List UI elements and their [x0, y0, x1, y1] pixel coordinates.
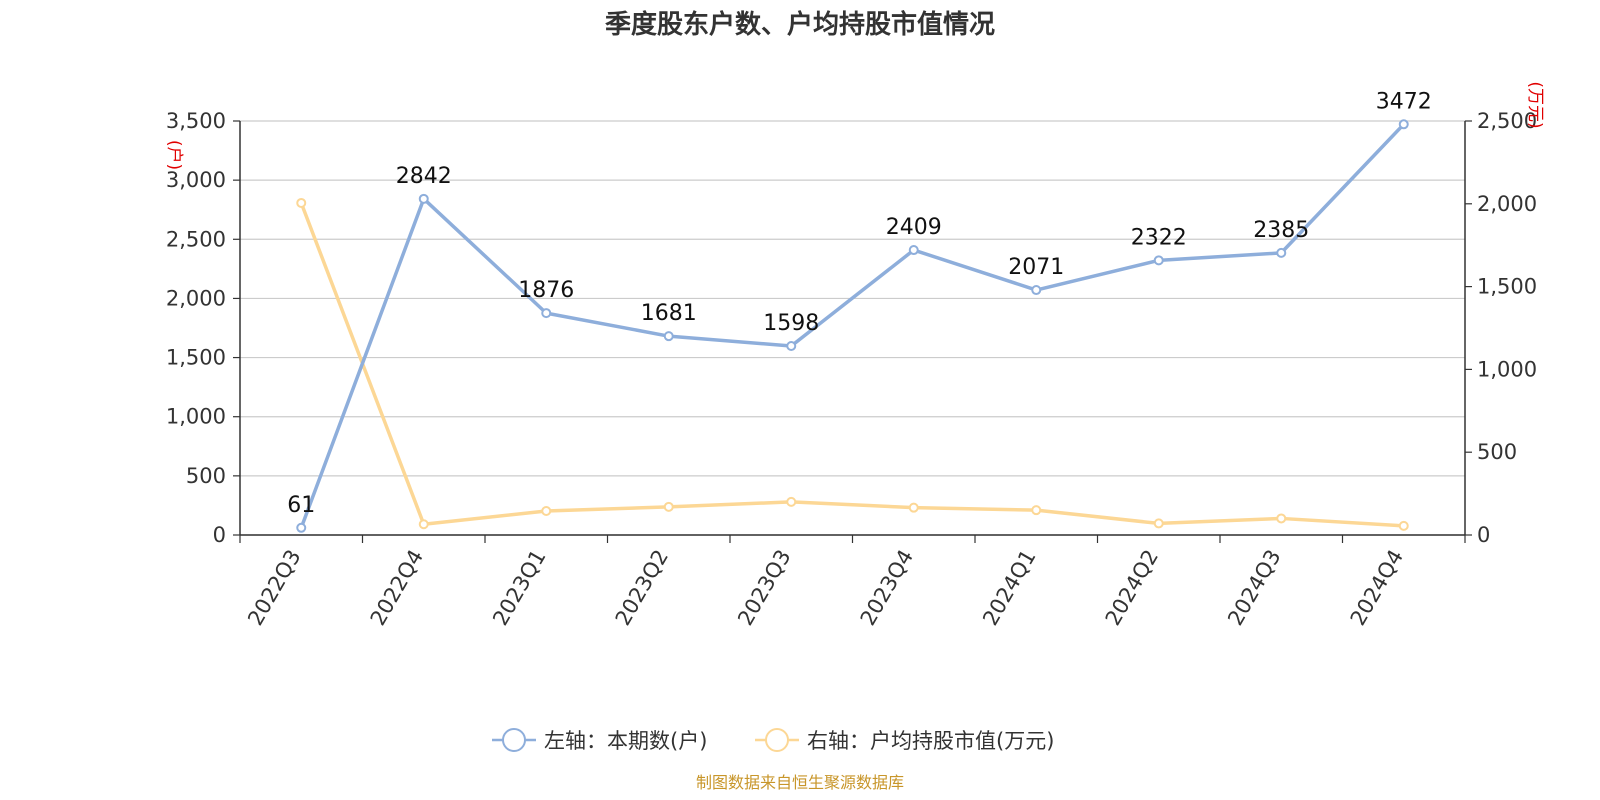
left-tick-label: 2,000 — [166, 286, 226, 310]
data-point — [663, 331, 674, 342]
left-tick-label: 500 — [186, 464, 226, 488]
left-tick-label: 3,500 — [166, 109, 226, 133]
chart-title: 季度股东户数、户均持股市值情况 — [605, 9, 995, 40]
right-tick-label: 0 — [1477, 523, 1490, 547]
data-point — [1031, 285, 1042, 296]
legend-label: 右轴：户均持股市值(万元) — [807, 729, 1054, 753]
data-point — [1398, 520, 1409, 531]
data-point — [296, 522, 307, 533]
data-point — [1031, 505, 1042, 516]
x-tick-label: 2024Q1 — [978, 546, 1040, 630]
legend-marker — [502, 728, 526, 752]
data-point — [1153, 518, 1164, 529]
data-point — [541, 308, 552, 319]
data-label: 1598 — [763, 311, 819, 336]
data-label: 2842 — [396, 164, 452, 189]
x-tick-label: 2023Q4 — [856, 546, 918, 630]
x-tick-label: 2023Q3 — [733, 546, 795, 630]
x-tick-label: 2023Q1 — [488, 546, 550, 630]
data-label: 2071 — [1008, 255, 1064, 280]
legend[interactable]: 左轴：本期数(户) 右轴：户均持股市值(万元) — [492, 728, 1054, 753]
data-point — [1276, 247, 1287, 258]
left-tick-label: 1,500 — [166, 346, 226, 370]
right-axis-unit: (万元) — [1525, 81, 1545, 128]
legend-label: 左轴：本期数(户) — [544, 729, 707, 753]
left-axis-unit: (户) — [164, 140, 184, 170]
right-tick-label: 500 — [1477, 440, 1517, 464]
axes: 0 500 1,000 1,500 2,000 2,500 3,000 3,500 0 500 1,… — [166, 109, 1537, 630]
data-label: 2322 — [1131, 225, 1187, 250]
data-point — [908, 245, 919, 256]
left-tick-label: 2,500 — [166, 227, 226, 251]
right-tick-label: 1,500 — [1477, 275, 1537, 299]
data-point — [418, 193, 429, 204]
left-tick-label: 3,000 — [166, 168, 226, 192]
right-tick-label: 1,000 — [1477, 357, 1537, 381]
data-label: 1876 — [518, 278, 574, 303]
left-tick-label: 0 — [213, 523, 226, 547]
data-label: 1681 — [641, 301, 697, 326]
data-labels: 61 2842 1876 1681 1598 2409 2071 2322 2385 3472 — [287, 89, 1432, 517]
data-point — [1398, 119, 1409, 130]
series-line — [299, 202, 1404, 528]
data-point — [663, 501, 674, 512]
source-note: 制图数据来自恒生聚源数据库 — [696, 773, 904, 792]
x-tick-label: 2022Q4 — [366, 546, 428, 630]
series-line — [299, 123, 1406, 529]
data-point — [786, 496, 797, 507]
data-point — [296, 197, 307, 208]
legend-marker — [765, 728, 789, 752]
data-point — [786, 340, 797, 351]
x-tick-label: 2022Q3 — [243, 546, 305, 630]
data-label: 2409 — [886, 215, 942, 240]
x-tick-label: 2024Q3 — [1223, 546, 1285, 630]
data-point — [418, 519, 429, 530]
data-label: 61 — [287, 493, 315, 518]
right-tick-label: 2,500 — [1477, 109, 1537, 133]
right-tick-label: 2,000 — [1477, 192, 1537, 216]
data-point — [908, 502, 919, 513]
data-point — [1276, 513, 1287, 524]
data-label: 3472 — [1376, 89, 1432, 114]
data-label: 2385 — [1253, 218, 1309, 243]
series-group — [296, 119, 1409, 533]
x-tick-label: 2024Q4 — [1346, 546, 1408, 630]
x-tick-label: 2024Q2 — [1101, 546, 1163, 630]
left-tick-label: 1,000 — [166, 405, 226, 429]
data-point — [541, 505, 552, 516]
data-point — [1153, 255, 1164, 266]
x-tick-label: 2023Q2 — [611, 546, 673, 630]
